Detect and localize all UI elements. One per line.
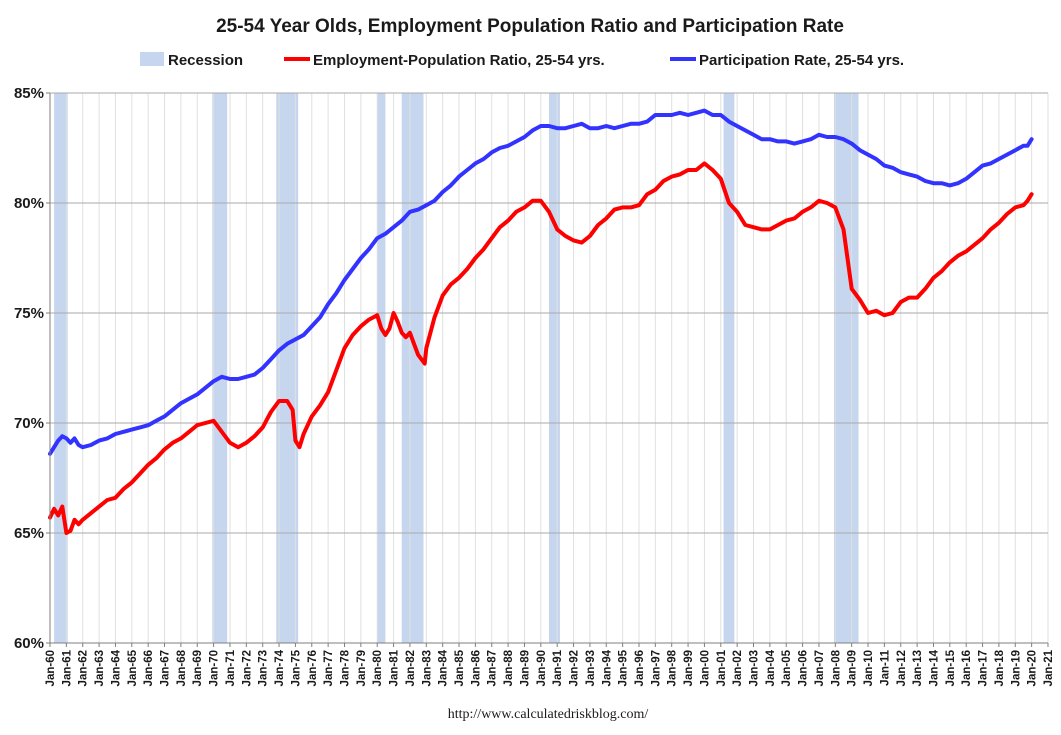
x-tick-label: Jan-73 <box>258 650 270 686</box>
x-tick-label: Jan-19 <box>1010 650 1022 686</box>
x-tick-label: Jan-77 <box>323 650 335 686</box>
x-tick-label: Jan-74 <box>274 649 286 686</box>
recession-band-8 <box>834 93 859 643</box>
legend-label-epop: Employment-Population Ratio, 25-54 yrs. <box>313 52 605 69</box>
series-line-participation-rate <box>48 108 1034 456</box>
x-tick-label: Jan-01 <box>716 649 728 686</box>
legend-item-epop: Employment-Population Ratio, 25-54 yrs. <box>284 52 605 69</box>
x-tick-label: Jan-07 <box>814 650 826 686</box>
recession-band-7 <box>723 93 735 643</box>
x-tick-label: Jan-06 <box>798 650 810 686</box>
x-tick-label: Jan-97 <box>650 650 662 686</box>
y-tick-label: 85% <box>14 85 44 102</box>
legend-label-lfpr: Participation Rate, 25-54 yrs. <box>699 52 904 69</box>
x-tick-label: Jan-87 <box>487 650 499 686</box>
x-tick-label: Jan-79 <box>356 650 368 686</box>
recession-bands <box>54 93 859 643</box>
x-tick-labels: Jan-60 Jan-61 Jan-62 Jan-63 Jan-64 Jan-65 Jan-… <box>45 643 1055 686</box>
x-tick-label: Jan-17 <box>978 650 990 686</box>
x-tick-label: Jan-75 <box>290 649 302 686</box>
x-tick-label: Jan-71 <box>225 649 237 686</box>
legend: Recession Employment-Population Ratio, 2… <box>140 52 904 69</box>
legend-swatch-lfpr <box>670 57 696 61</box>
legend-swatch-recession <box>140 52 164 66</box>
x-tick-label: Jan-64 <box>110 649 122 686</box>
series-lines <box>48 108 1034 535</box>
x-tick-label: Jan-96 <box>634 650 646 686</box>
x-tick-label: Jan-81 <box>389 649 401 686</box>
vertical-gridlines <box>65 93 1049 643</box>
x-tick-label: Jan-72 <box>241 650 253 686</box>
x-tick-label: Jan-70 <box>209 650 221 686</box>
recession-band-5 <box>401 93 424 643</box>
x-tick-label: Jan-10 <box>863 650 875 686</box>
x-tick-label: Jan-04 <box>765 649 777 686</box>
x-tick-label: Jan-85 <box>454 649 466 686</box>
x-tick-label: Jan-69 <box>192 650 204 686</box>
x-tick-label: Jan-61 <box>61 649 73 686</box>
x-tick-label: Jan-92 <box>569 650 581 686</box>
x-tick-label: Jan-89 <box>519 650 531 686</box>
y-tick-label: 65% <box>14 525 44 542</box>
x-tick-label: Jan-67 <box>160 650 172 686</box>
x-tick-label: Jan-93 <box>585 650 597 686</box>
x-tick-label: Jan-99 <box>683 650 695 686</box>
series-line-employment-population-ratio <box>48 161 1034 535</box>
x-tick-label: Jan-21 <box>1043 649 1055 686</box>
x-tick-label: Jan-65 <box>127 649 139 686</box>
x-tick-label: Jan-60 <box>45 650 57 686</box>
x-tick-label: Jan-62 <box>78 650 90 686</box>
x-tick-label: Jan-18 <box>994 649 1006 686</box>
x-tick-label: Jan-66 <box>143 650 155 686</box>
x-tick-label: Jan-95 <box>618 649 630 686</box>
x-tick-label: Jan-13 <box>912 650 924 686</box>
x-tick-label: Jan-11 <box>879 649 891 685</box>
legend-item-lfpr: Participation Rate, 25-54 yrs. <box>670 52 904 69</box>
chart-title: 25-54 Year Olds, Employment Population R… <box>216 16 844 37</box>
source-url: http://www.calculatedriskblog.com/ <box>448 707 649 722</box>
legend-label-recession: Recession <box>168 52 243 69</box>
x-tick-label: Jan-03 <box>749 650 761 686</box>
recession-band-1 <box>54 93 68 643</box>
x-tick-label: Jan-08 <box>830 649 842 686</box>
y-tick-labels: 60% 65% 70% 75% 80% 85% <box>14 85 50 652</box>
x-tick-label: Jan-82 <box>405 650 417 686</box>
recession-band-2 <box>212 93 228 643</box>
x-tick-label: Jan-09 <box>847 650 859 686</box>
x-tick-label: Jan-05 <box>781 649 793 686</box>
x-tick-label: Jan-14 <box>928 649 940 686</box>
x-tick-label: Jan-90 <box>536 650 548 686</box>
x-tick-label: Jan-00 <box>699 650 711 686</box>
x-tick-label: Jan-15 <box>945 649 957 686</box>
x-tick-label: Jan-91 <box>552 649 564 686</box>
y-tick-label: 60% <box>14 635 44 652</box>
recession-band-6 <box>549 93 560 643</box>
x-tick-label: Jan-80 <box>372 650 384 686</box>
x-tick-label: Jan-86 <box>470 650 482 686</box>
legend-swatch-epop <box>284 57 310 61</box>
y-tick-label: 70% <box>14 415 44 432</box>
y-tick-label: 80% <box>14 195 44 212</box>
horizontal-gridlines <box>50 92 1048 534</box>
x-tick-label: Jan-20 <box>1027 650 1039 686</box>
plot-area <box>48 92 1049 644</box>
x-tick-label: Jan-84 <box>438 649 450 686</box>
x-tick-label: Jan-94 <box>601 649 613 686</box>
x-tick-label: Jan-76 <box>307 650 319 686</box>
x-tick-label: Jan-16 <box>961 650 973 686</box>
x-tick-label: Jan-68 <box>176 649 188 686</box>
y-tick-label: 75% <box>14 305 44 322</box>
x-tick-label: Jan-83 <box>421 650 433 686</box>
x-tick-label: Jan-88 <box>503 649 515 686</box>
x-tick-label: Jan-63 <box>94 650 106 686</box>
x-tick-label: Jan-02 <box>732 650 744 686</box>
legend-item-recession: Recession <box>140 52 243 69</box>
x-tick-label: Jan-12 <box>896 650 908 686</box>
x-tick-label: Jan-98 <box>667 649 679 686</box>
x-tick-label: Jan-78 <box>339 649 351 686</box>
recession-band-3 <box>276 93 299 643</box>
recession-band-4 <box>377 93 386 643</box>
